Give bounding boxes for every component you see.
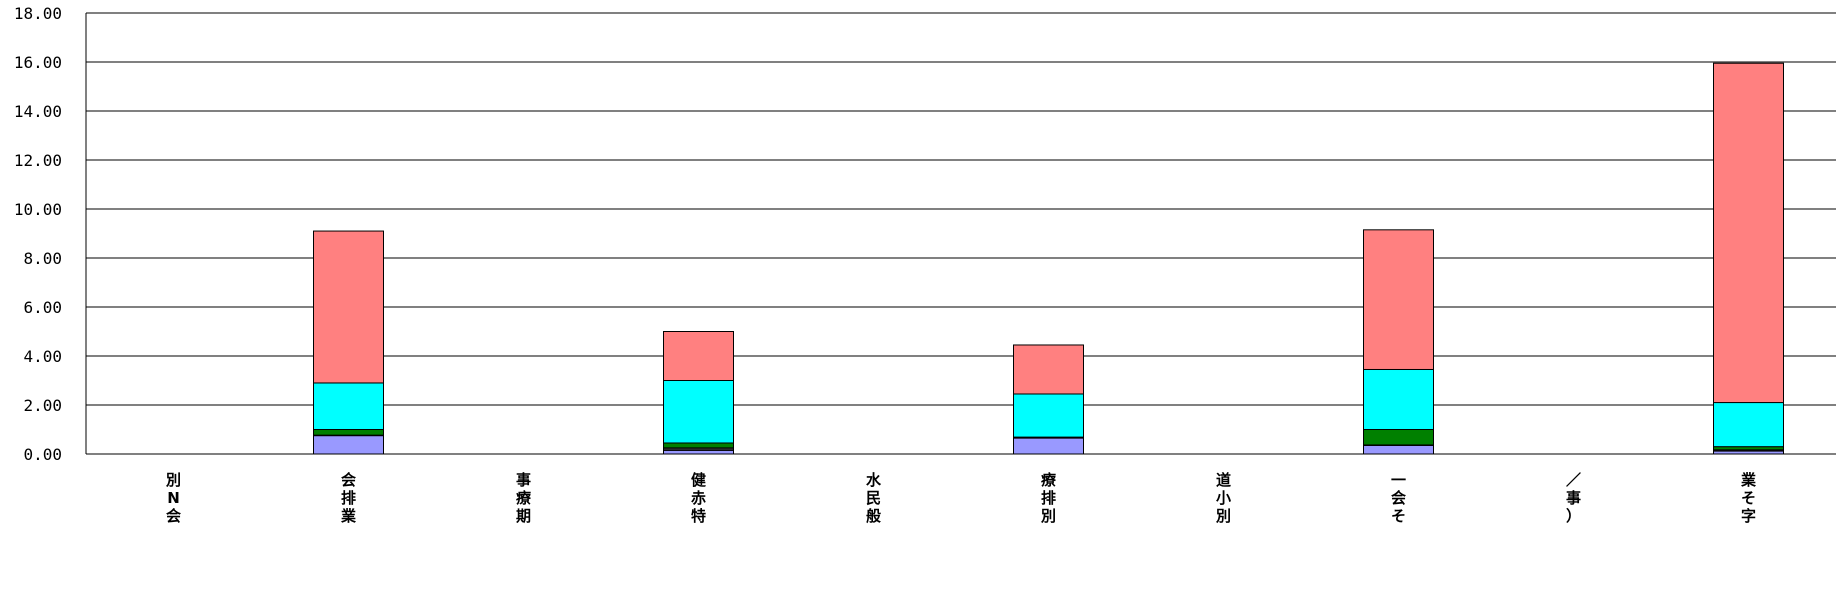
bar-segment bbox=[313, 435, 384, 455]
x-category-label: 会 bbox=[341, 471, 356, 489]
bar-segment bbox=[1013, 393, 1084, 438]
x-category-label: 排 bbox=[1041, 489, 1056, 507]
x-category-label: 会 bbox=[1391, 489, 1406, 507]
bar-segment bbox=[1363, 429, 1434, 446]
bars bbox=[313, 62, 1784, 455]
x-category-label: そ bbox=[1391, 507, 1406, 525]
x-category-label: 小 bbox=[1216, 489, 1231, 507]
x-category-label: 療 bbox=[516, 489, 532, 507]
x-category-label: 療 bbox=[1041, 471, 1057, 489]
bar-segment bbox=[1713, 62, 1784, 404]
y-tick-label: 4.00 bbox=[23, 347, 62, 366]
x-category-label: 一 bbox=[1391, 471, 1406, 489]
x-category-label: 業 bbox=[340, 507, 357, 525]
x-category-label: 排 bbox=[341, 489, 356, 507]
x-category-label: 字 bbox=[1741, 507, 1756, 525]
x-category-label: 民 bbox=[866, 489, 881, 507]
x-category-label: ） bbox=[1566, 507, 1581, 525]
y-axis-tick-labels: 0.00 2.00 4.00 6.00 8.00 10.00 12.00 14.00 16.00… bbox=[14, 4, 62, 464]
bar-segment bbox=[313, 429, 384, 436]
y-tick-label: 6.00 bbox=[23, 298, 62, 317]
x-category-label: 事 bbox=[1566, 489, 1581, 507]
x-category-label: 別 bbox=[1040, 507, 1056, 525]
x-category-label: 特 bbox=[691, 507, 706, 525]
bar-segment bbox=[1713, 402, 1784, 448]
x-category-label: 健 bbox=[691, 471, 706, 489]
bar-segment bbox=[663, 331, 734, 381]
x-category-label: 赤 bbox=[691, 489, 706, 507]
bar-segment bbox=[1363, 229, 1434, 370]
y-tick-label: 16.00 bbox=[14, 53, 62, 72]
x-category-label: 会 bbox=[166, 507, 181, 525]
y-tick-label: 10.00 bbox=[14, 200, 62, 219]
bar-segment bbox=[663, 449, 734, 455]
bar-segment bbox=[1363, 444, 1434, 455]
x-category-label: 水 bbox=[866, 471, 882, 489]
y-tick-label: 2.00 bbox=[23, 396, 62, 415]
x-category-label: 事 bbox=[516, 471, 531, 489]
y-tick-label: 12.00 bbox=[14, 151, 62, 170]
bar-segment bbox=[663, 442, 734, 449]
x-category-label: N bbox=[167, 489, 180, 507]
bar-segment bbox=[313, 230, 384, 384]
bar-segment bbox=[313, 382, 384, 431]
x-category-label: 般 bbox=[866, 507, 881, 525]
x-category-label: そ bbox=[1741, 489, 1756, 507]
bar-segment bbox=[1363, 368, 1434, 431]
x-category-label: 別 bbox=[165, 471, 181, 489]
x-category-label: 業 bbox=[1740, 471, 1757, 489]
x-category-label: 別 bbox=[1215, 507, 1231, 525]
x-category-label: 道 bbox=[1216, 471, 1231, 489]
bar-segment bbox=[663, 380, 734, 444]
y-tick-label: 0.00 bbox=[23, 445, 62, 464]
y-tick-label: 18.00 bbox=[14, 4, 62, 23]
y-tick-label: 8.00 bbox=[23, 249, 62, 268]
x-category-label: 期 bbox=[516, 507, 531, 525]
y-tick-label: 14.00 bbox=[14, 102, 62, 121]
bar-segment bbox=[1013, 344, 1084, 395]
x-category-label: ／ bbox=[1566, 471, 1581, 489]
bar-segment bbox=[1013, 437, 1084, 455]
